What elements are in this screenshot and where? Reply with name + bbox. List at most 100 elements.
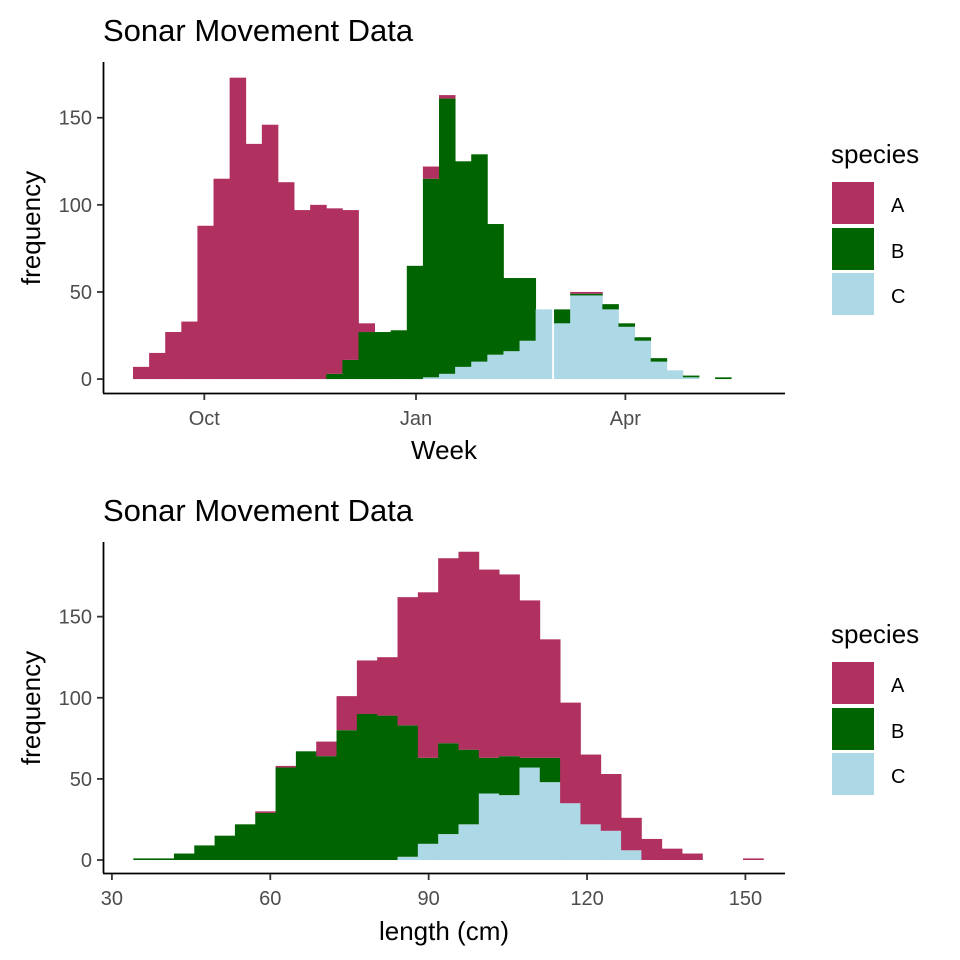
bar-segment-c [519,767,541,861]
y-tick-label: 50 [70,282,92,304]
bar-segment-b [458,749,480,825]
bar-segment-c [487,354,504,380]
bar-segment-b [316,756,337,861]
bar-segment-b [255,812,276,861]
bar-segment-a [133,366,150,380]
x-tick-label: Jan [400,408,432,430]
bar-segment-b [438,743,459,835]
x-tick-label: 30 [101,888,123,910]
bar-segment-c [503,351,520,380]
legend-label-a: A [891,675,905,697]
bar-segment-a [743,858,764,861]
bar-segment-c [602,309,619,380]
legend-key-c [832,273,874,315]
bar-segment-c [397,856,419,861]
x-ticks: Oct Jan Apr [189,394,641,430]
x-axis-title: length (cm) [379,916,509,946]
bar-segment-a [377,657,398,716]
bar-segment-a [213,178,231,380]
legend-label-c: C [891,286,905,308]
bar-segment-a [499,574,520,757]
legend-label-b: B [891,241,904,263]
bar-segment-a [255,811,276,813]
bar-segment-a [661,848,683,861]
bar-segment-a [621,817,642,851]
bar-segment-a [586,291,603,294]
bar-segment-a [149,352,166,380]
bar-segment-b [406,265,424,380]
legend-key-c [832,753,874,795]
bar-segment-a [570,291,587,294]
bar-segment-a [165,332,182,380]
bar-segment-b [358,332,375,380]
legend-label-b: B [891,721,904,743]
bar-segment-a [275,765,297,768]
bar-segment-a [358,323,375,333]
bar-segment-b [194,845,215,861]
bar-segment-b [487,224,504,355]
y-tick-label: 0 [81,850,92,872]
bar-segment-b [422,178,440,378]
bar-segment-a [519,600,541,758]
legend-label-c: C [891,766,905,788]
bar-segment-c [650,361,668,380]
bar-segment-b [234,824,256,861]
bar-segment-b [336,730,358,861]
x-tick-label: 90 [418,888,440,910]
bar-segment-a [277,182,295,380]
bar-segment-a [310,204,327,380]
legend: species A B C [831,139,919,315]
bar-segment-a [641,838,663,861]
y-ticks: 0 50 100 150 [59,607,103,872]
y-axis-title: frequency [16,651,46,765]
bar-segment-b [650,358,668,362]
bar-segment-c [535,309,553,380]
legend-key-b [832,228,874,270]
legend-key-a [832,662,874,704]
bar-segment-c [560,803,581,861]
legend: species A B C [831,619,919,795]
bar-segment-c [499,795,520,861]
bar-segment-c [417,843,439,861]
bar-segment-c [455,366,472,380]
bar-segment-b [554,309,571,324]
bar-segment-a [397,597,419,726]
bar-segment-a [245,143,263,380]
y-tick-label: 50 [70,769,92,791]
bar-segment-b [439,98,456,374]
chart-panel-length: Sonar Movement Data 0 50 100 150 30 60 90 120 1… [16,493,919,946]
bar-segment-c [478,793,500,861]
bar-segment-a [422,166,440,179]
bar-segment-b [602,304,619,310]
bar-segment-a [356,660,378,714]
bar-segment-c [422,377,440,380]
x-tick-label: 120 [570,888,603,910]
bar-segment-a [439,95,456,99]
legend-label-a: A [891,195,905,217]
bar-segment-c [570,295,587,380]
y-tick-label: 0 [81,369,92,391]
bar-segment-c [634,340,652,380]
bar-segment-b [570,293,587,296]
bar-segment-a [261,124,279,380]
bars-group [133,551,764,861]
bar-segment-b [397,725,419,857]
bar-segment-b [356,713,378,861]
bar-segment-c [618,326,635,380]
legend-key-a [832,182,874,224]
bar-segment-a [539,639,561,758]
bar-segment-a [417,592,439,758]
bar-segment-c [554,323,571,380]
bar-segment-b [417,757,439,844]
bar-segment-b [471,154,488,362]
legend-key-b [832,708,874,750]
bar-segment-b [342,359,359,380]
y-tick-label: 100 [59,688,92,710]
bar-segment-c [621,850,642,861]
bar-segment-b [682,375,700,378]
bar-segment-c [519,340,537,380]
bar-segment-b [133,858,155,861]
x-ticks: 30 60 90 120 150 [101,874,762,910]
bar-segment-a [438,558,459,744]
